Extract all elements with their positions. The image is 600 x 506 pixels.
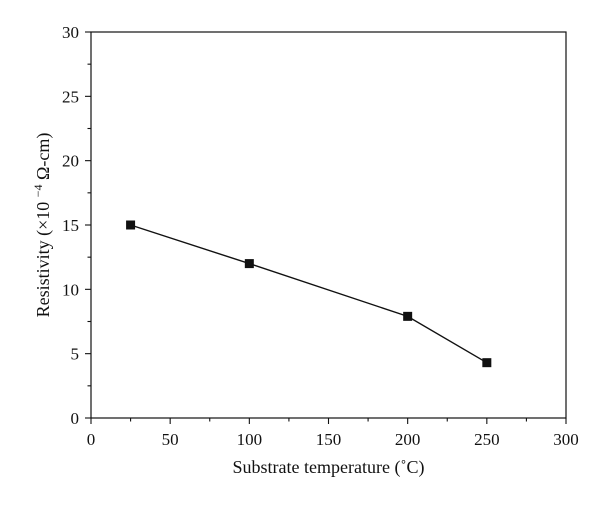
plot-frame-layer — [90, 31, 567, 419]
x-tick-label-0: 0 — [87, 430, 96, 449]
data-point-25 — [126, 220, 136, 230]
series-layer — [130, 224, 488, 364]
x-tick-label-50: 50 — [162, 430, 179, 449]
y-axis-label-exponent: −4 — [31, 184, 45, 197]
x-tick-label-100: 100 — [237, 430, 263, 449]
y-tick-label-20: 20 — [62, 152, 79, 171]
y-axis-tick-labels: 0 5 10 15 20 25 30 — [62, 23, 79, 428]
y-tick-label-0: 0 — [71, 409, 80, 428]
y-tick-label-30: 30 — [62, 23, 79, 42]
y-axis-label-tail: Ω-cm) — [33, 133, 54, 180]
series-line-0 — [130, 224, 488, 364]
data-point-200 — [403, 311, 413, 321]
y-tick-label-15: 15 — [62, 216, 79, 235]
points-layer — [126, 220, 492, 368]
y-tick-label-5: 5 — [71, 345, 80, 364]
x-axis-ticks — [90, 418, 567, 424]
x-axis-label: Substrate temperature (˚C) — [233, 457, 425, 478]
y-tick-label-25: 25 — [62, 87, 79, 106]
y-axis-label: Resistivity (×10 −4 Ω-cm) — [26, 133, 54, 318]
x-tick-label-300: 300 — [553, 430, 579, 449]
data-point-100 — [244, 259, 254, 269]
x-axis-tick-labels: 0 50 100 150 200 250 300 — [87, 430, 579, 449]
data-point-250 — [482, 358, 492, 368]
x-tick-label-200: 200 — [395, 430, 421, 449]
y-tick-label-10: 10 — [62, 280, 79, 299]
y-axis-label-main: Resistivity (×10 — [33, 202, 54, 318]
plot-frame — [90, 31, 567, 419]
y-axis-ticks — [85, 31, 91, 419]
x-tick-label-250: 250 — [474, 430, 500, 449]
x-tick-label-150: 150 — [316, 430, 342, 449]
